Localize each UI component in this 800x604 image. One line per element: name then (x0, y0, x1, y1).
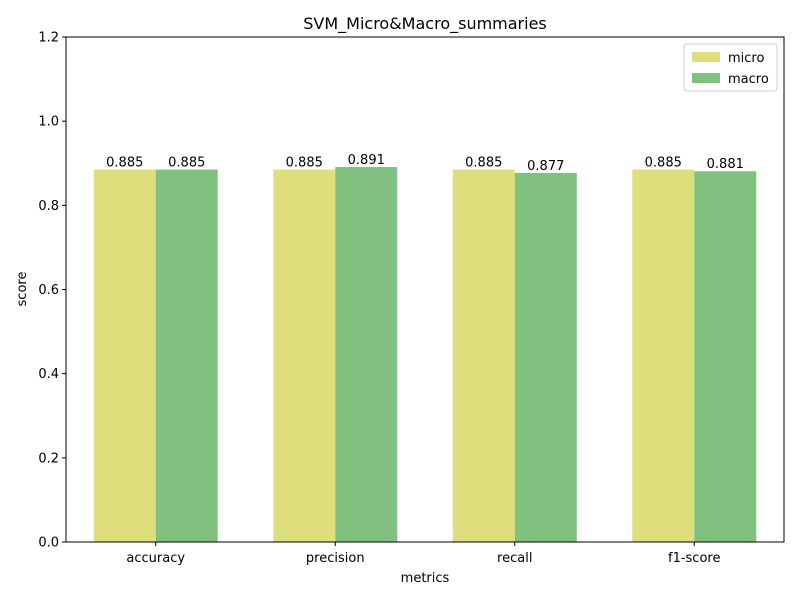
y-tick-label: 1.0 (38, 115, 59, 130)
bar-micro-f1-score (632, 169, 695, 542)
bar-micro-accuracy (93, 169, 156, 542)
legend-label-macro: macro (728, 72, 769, 87)
y-axis: 0.0 0.2 0.4 0.6 0.8 1.0 1.2 (38, 31, 66, 551)
legend-swatch-micro (692, 52, 720, 62)
y-tick-label: 0.8 (38, 199, 59, 214)
data-label-micro-f1-score: 0.885 (645, 156, 682, 171)
y-tick-label: 0.2 (38, 451, 59, 466)
bar-micro-precision (273, 169, 336, 542)
legend-swatch-macro (692, 73, 720, 83)
data-label-micro-precision: 0.885 (286, 156, 323, 171)
bar-macro-recall (514, 172, 577, 542)
x-axis-label: metrics (401, 571, 450, 586)
bar-labels-group: 0.885 0.885 0.885 0.891 0.885 0.877 0.885 0.881 (106, 153, 744, 174)
bar-micro-recall (452, 169, 515, 542)
y-tick-label: 0.0 (38, 536, 59, 551)
x-tick-label-precision: precision (306, 551, 365, 566)
chart-title: SVM_Micro&Macro_summaries (303, 14, 547, 34)
data-label-macro-accuracy: 0.885 (168, 156, 205, 171)
x-tick-label-f1-score: f1-score (668, 551, 720, 566)
y-tick-label: 0.4 (38, 367, 59, 382)
bar-macro-accuracy (155, 169, 218, 542)
bars-group (93, 167, 757, 542)
y-tick-label: 0.6 (38, 283, 59, 298)
x-tick-label-recall: recall (497, 551, 532, 566)
bar-macro-f1-score (694, 171, 757, 542)
data-label-micro-recall: 0.885 (465, 156, 502, 171)
x-axis: accuracy precision recall f1-score (126, 542, 720, 566)
data-label-macro-recall: 0.877 (527, 159, 564, 174)
legend: micro macro (683, 43, 778, 92)
data-label-macro-precision: 0.891 (348, 153, 385, 168)
y-axis-label: score (15, 272, 30, 307)
data-label-micro-accuracy: 0.885 (106, 156, 143, 171)
legend-label-micro: micro (728, 51, 764, 66)
bar-macro-precision (335, 167, 398, 542)
data-label-macro-f1-score: 0.881 (707, 157, 744, 172)
y-tick-label: 1.2 (38, 31, 59, 46)
x-tick-label-accuracy: accuracy (126, 551, 185, 566)
plot-frame (65, 36, 785, 543)
